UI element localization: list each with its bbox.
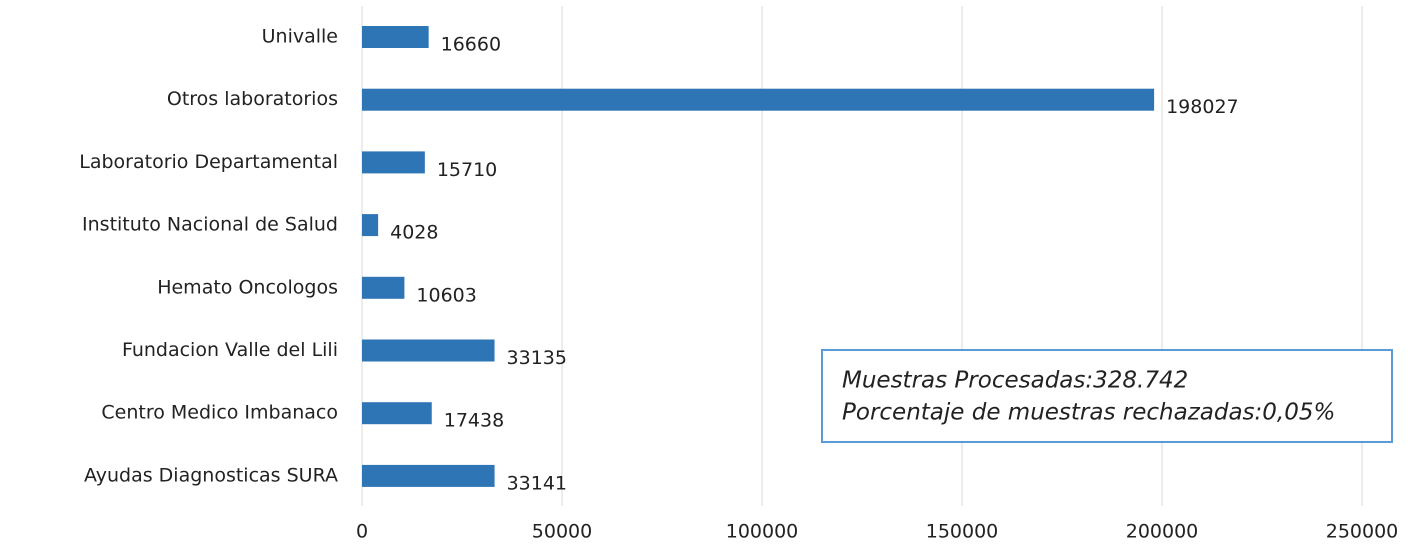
y-tick-label: Univalle: [262, 26, 338, 48]
bar: [362, 464, 495, 487]
x-tick-label: 250000: [1326, 521, 1399, 543]
data-label: 33135: [507, 347, 567, 369]
bar: [362, 276, 405, 299]
y-tick-label: Centro Medico Imbanaco: [101, 402, 338, 424]
data-label: 15710: [437, 159, 497, 181]
annotation: Muestras Procesadas:328.742: [842, 368, 1188, 394]
y-tick-label: Otros laboratorios: [167, 88, 338, 110]
data-label: 10603: [416, 284, 476, 306]
y-tick-label: Hemato Oncologos: [157, 276, 338, 298]
bar: [362, 88, 1155, 111]
data-label: 198027: [1166, 96, 1239, 118]
data-label: 17438: [444, 410, 504, 432]
bar: [362, 339, 495, 362]
x-tick-label: 0: [356, 521, 368, 543]
x-tick-label: 100000: [726, 521, 799, 543]
y-tick-label: Instituto Nacional de Salud: [82, 214, 338, 236]
x-tick-label: 150000: [926, 521, 999, 543]
bar: [362, 151, 425, 174]
y-tick-label: Fundacion Valle del Lili: [122, 339, 338, 361]
bar: [362, 402, 432, 425]
bar: [362, 214, 379, 237]
y-tick-label: Laboratorio Departamental: [79, 151, 338, 173]
annotation-box: [821, 349, 1393, 443]
data-label: 33141: [507, 472, 567, 494]
data-label: 4028: [390, 222, 438, 244]
bar: [362, 26, 429, 48]
y-tick-label: Ayudas Diagnosticas SURA: [84, 464, 338, 486]
x-tick-label: 200000: [1126, 521, 1199, 543]
x-tick-label: 50000: [532, 521, 592, 543]
annotation: Porcentaje de muestras rechazadas:0,05%: [842, 400, 1335, 426]
data-label: 16660: [441, 34, 501, 56]
